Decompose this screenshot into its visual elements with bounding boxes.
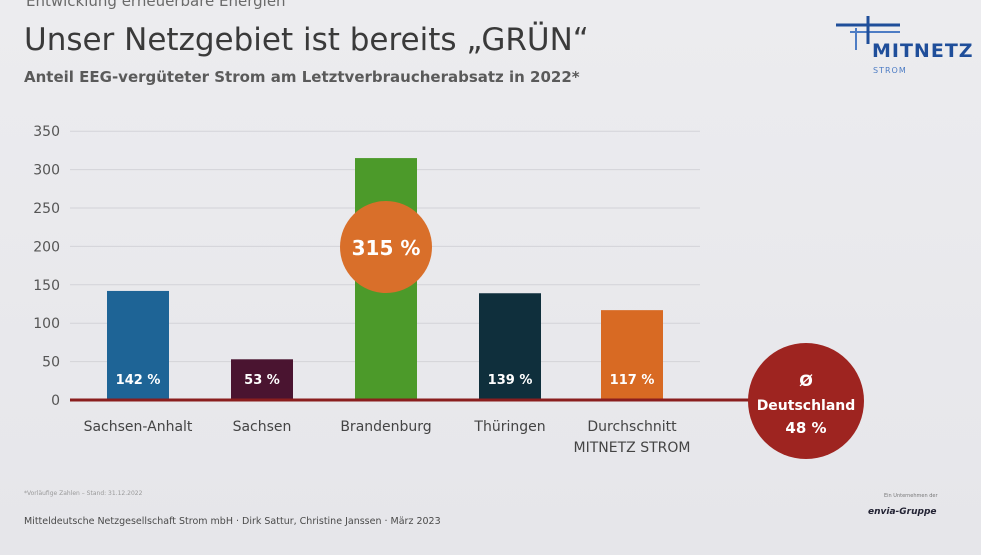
data-label: 142 % — [116, 373, 161, 388]
x-tick-label: Brandenburg — [340, 419, 431, 435]
group-caption: Ein Unternehmen der — [884, 493, 938, 499]
y-tick-label: 150 — [33, 278, 60, 294]
y-tick-label: 350 — [33, 124, 60, 140]
page-title: Unser Netzgebiet ist bereits „GRÜN“ — [24, 22, 589, 58]
y-tick-label: 50 — [42, 355, 60, 371]
data-label: 117 % — [610, 373, 655, 388]
x-tick-label: Sachsen — [233, 419, 292, 435]
y-tick-label: 100 — [33, 316, 60, 332]
data-label: 139 % — [488, 373, 533, 388]
x-tick-label: Thüringen — [473, 419, 545, 435]
logo-wordmark: MITNETZ — [872, 40, 974, 62]
y-tick-label: 0 — [51, 393, 60, 409]
highlight-circle — [340, 201, 432, 293]
footnote: *Vorläufige Zahlen – Stand: 31.12.2022 — [24, 490, 143, 497]
mitnetz-logo: MITNETZ STROM — [828, 14, 973, 84]
x-tick-label: Durchschnitt — [587, 419, 677, 435]
mitnetz-logo-icon — [836, 16, 900, 50]
y-tick-label: 300 — [33, 163, 60, 179]
bar — [107, 290, 169, 400]
bar — [231, 359, 293, 400]
chart-subtitle: Anteil EEG-vergüteter Strom am Letztverb… — [24, 68, 580, 86]
section-kicker: Entwicklung erneuerbare Energien — [26, 0, 286, 10]
data-label: 315 % — [352, 236, 421, 260]
y-tick-label: 250 — [33, 201, 60, 217]
bar — [601, 310, 663, 400]
germany-symbol: Ø — [799, 371, 813, 390]
logo-subtext: STROM — [873, 66, 907, 75]
germany-label: Deutschland — [757, 398, 856, 414]
bar-chart: 0 50 100 150 200 250 300 350 Sachsen-Anhalt 142 %… — [33, 124, 864, 459]
x-tick-label: Sachsen-Anhalt — [84, 419, 193, 435]
germany-circle — [748, 343, 864, 459]
footer-credit: Mitteldeutsche Netzgesellschaft Strom mb… — [24, 516, 441, 527]
data-label: 53 % — [244, 373, 280, 388]
germany-value: 48 % — [785, 419, 826, 437]
envia-group-logo: envia-Gruppe — [868, 507, 937, 517]
x-tick-label: MITNETZ STROM — [574, 440, 691, 456]
y-tick-label: 200 — [33, 239, 60, 255]
bar — [479, 293, 541, 400]
